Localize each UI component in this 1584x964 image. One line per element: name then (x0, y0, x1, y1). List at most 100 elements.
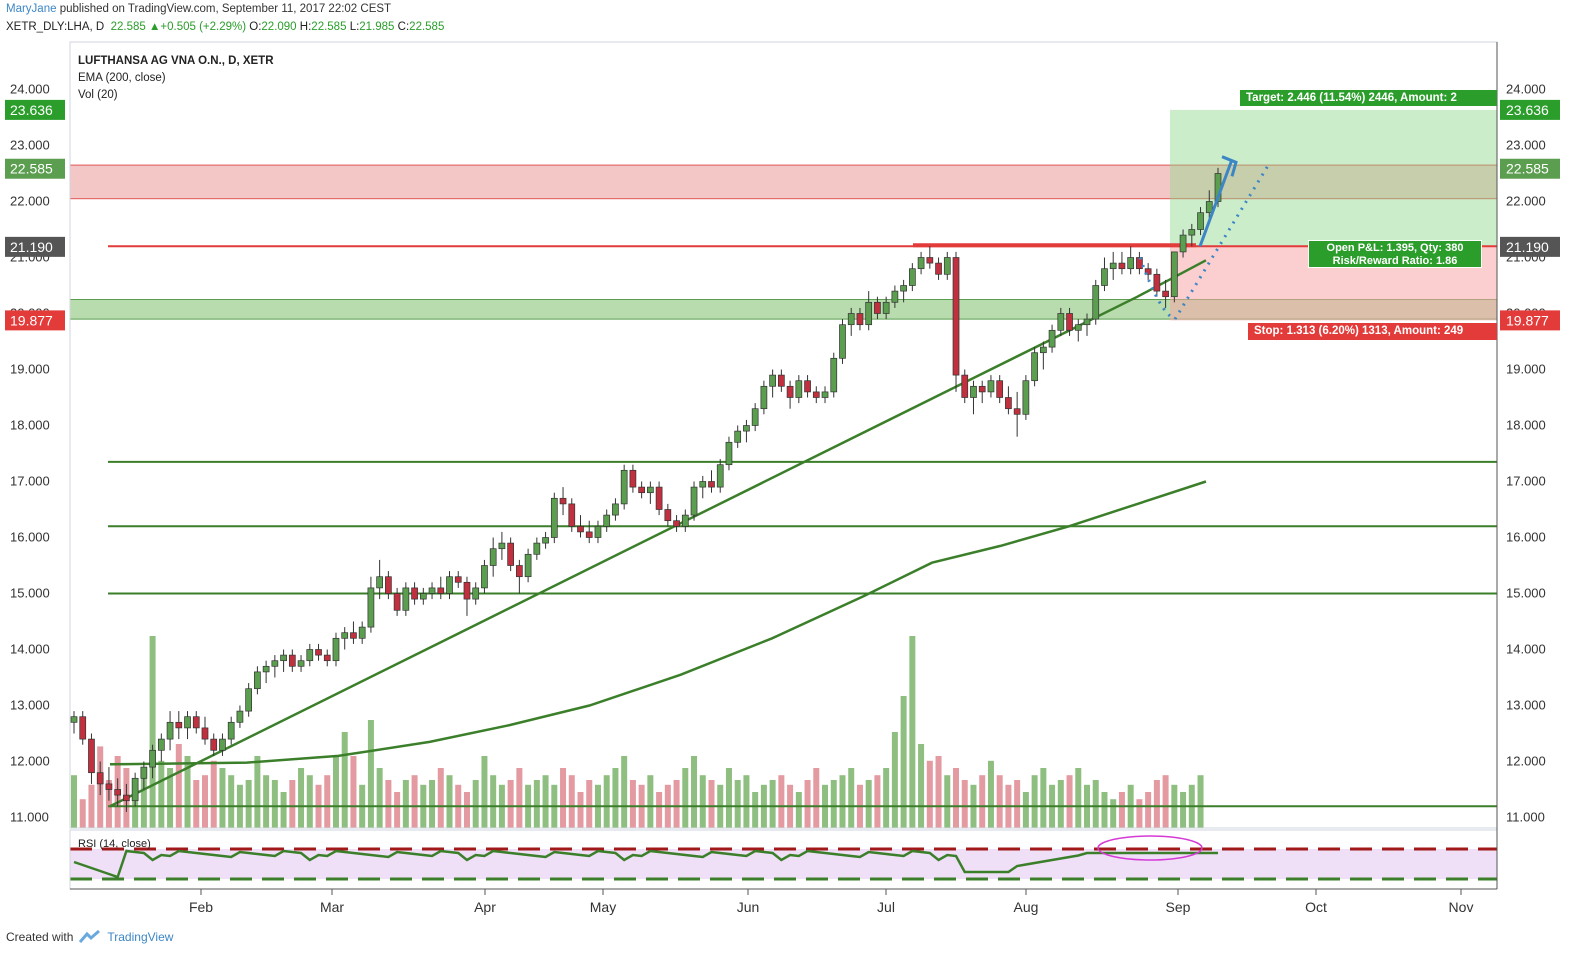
candle (516, 565, 523, 578)
candle (681, 514, 689, 527)
candle (664, 509, 672, 522)
candle (1179, 234, 1187, 253)
volume-bar (551, 784, 558, 828)
symbol: XETR_DLY:LHA, D (6, 21, 105, 33)
candle (463, 581, 471, 600)
x-tick-label: Oct (1305, 899, 1327, 915)
candle (891, 290, 899, 303)
x-tick-label: Nov (1449, 899, 1474, 915)
candle (943, 257, 951, 275)
candle (332, 637, 340, 662)
y-tick-right: 22.000 (1506, 194, 1546, 209)
volume-bar (429, 780, 436, 828)
created-with-text: Created with (6, 930, 74, 944)
price-label-left-bg (5, 99, 65, 120)
volume-bar (105, 780, 112, 828)
volume-bar (280, 792, 287, 828)
volume-bar (586, 780, 593, 828)
volume-bar (132, 799, 139, 828)
volume-bar (970, 784, 977, 828)
volume-bar (158, 760, 165, 828)
volume-bar (1075, 768, 1082, 828)
author-link[interactable]: MaryJane (6, 3, 57, 15)
y-tick-left: 14.000 (10, 642, 50, 657)
candle (131, 777, 139, 802)
candle (620, 469, 628, 505)
y-tick-left: 16.000 (10, 530, 50, 545)
volume-bar (1031, 775, 1038, 828)
price-label-right: 21.190 (1506, 239, 1549, 255)
volume-bar (97, 746, 104, 828)
candle (1022, 380, 1030, 415)
volume-bar (472, 780, 479, 828)
volume-bar (1101, 792, 1108, 828)
volume-bar (656, 792, 663, 828)
candle (952, 257, 960, 376)
candle (376, 576, 383, 589)
candle (533, 542, 541, 555)
candle (909, 268, 916, 286)
candle (961, 374, 969, 398)
y-tick-right: 11.000 (1506, 810, 1545, 825)
volume-bar (891, 732, 898, 828)
volume-bar (402, 780, 409, 828)
candle (594, 525, 602, 538)
y-tick-left: 20.000 (10, 306, 50, 321)
volume-bar (883, 768, 890, 828)
candle (603, 514, 611, 527)
volume-bar (1057, 780, 1064, 828)
candle (481, 565, 488, 589)
volume-bar (71, 775, 77, 828)
candle (699, 481, 707, 488)
volume-bar (463, 792, 470, 828)
tradingview-brand-link[interactable]: TradingView (107, 930, 174, 944)
volume-bar (394, 792, 401, 828)
candle (559, 497, 567, 505)
candle (821, 391, 829, 398)
volume-bar (341, 732, 348, 828)
volume-bar (1092, 780, 1099, 828)
volume-bar (673, 780, 680, 828)
volume-bar (324, 775, 331, 828)
candle (804, 380, 811, 393)
candle (760, 385, 768, 410)
candle (498, 542, 506, 550)
volume-bar (367, 720, 374, 828)
price-label-right: 19.877 (1506, 312, 1549, 328)
volume-bar (568, 775, 575, 828)
candle (1118, 262, 1126, 270)
zone-0 (69, 164, 1498, 200)
volume-bar (1145, 792, 1152, 828)
volume-bar (1153, 780, 1160, 828)
candle (507, 542, 514, 566)
candle (917, 257, 925, 270)
candle (830, 357, 838, 393)
volume-bar (306, 775, 313, 828)
price-label-right-bg (1500, 158, 1560, 179)
candle (1170, 251, 1178, 298)
volume-bar (830, 780, 837, 828)
last-price: 22.585 (110, 21, 146, 33)
close-label: C: (397, 21, 410, 33)
volume-bar (1180, 792, 1187, 828)
volume-bar (1127, 784, 1134, 828)
y-tick-right: 18.000 (1506, 418, 1546, 433)
y-tick-left: 12.000 (10, 754, 50, 769)
x-tick-label: May (590, 899, 616, 915)
price-label-right-bg (1500, 236, 1560, 257)
y-tick-right: 16.000 (1506, 530, 1546, 545)
volume-bar (437, 768, 444, 828)
candle (166, 721, 174, 740)
tradingview-logo-icon (79, 930, 101, 943)
volume-bar (140, 775, 147, 828)
volume-bar (1005, 784, 1012, 828)
volume-bar (359, 784, 366, 828)
candle (987, 380, 995, 393)
volume-bar (516, 768, 523, 828)
candle (1197, 212, 1204, 230)
publish-info: MaryJane published on TradingView.com, S… (6, 3, 391, 15)
x-tick-label: Jul (877, 899, 895, 915)
candle (568, 503, 576, 527)
x-tick-label: Mar (320, 899, 344, 915)
